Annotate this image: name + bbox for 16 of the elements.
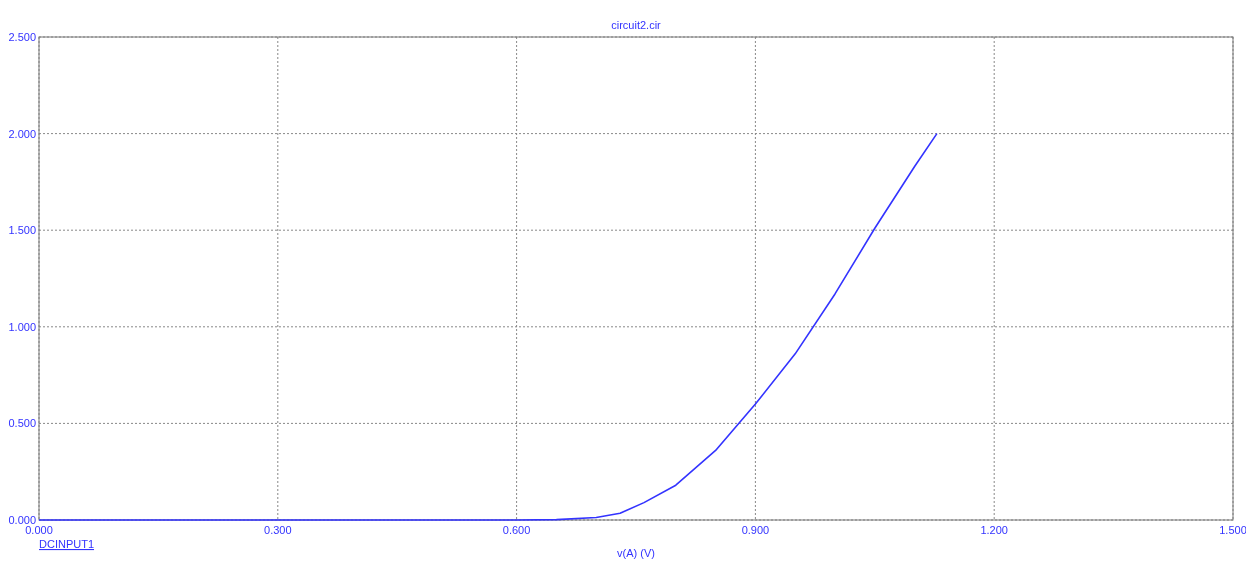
x-tick-label: 0.900 <box>741 524 770 536</box>
x-axis-title: v(A) (V) <box>617 547 655 559</box>
line-series <box>38 132 938 521</box>
y-tick-label: 0.500 <box>8 417 36 430</box>
x-tick-label: 1.200 <box>980 524 1008 536</box>
y-tick-label: 2.000 <box>8 127 36 140</box>
x-tick-label: 0.300 <box>264 524 292 536</box>
x-tick-label: 1.500 <box>1219 524 1246 536</box>
y-tick-label: 1.500 <box>8 224 36 237</box>
x-tick-label: 0.600 <box>502 524 531 536</box>
chart-title: circuit2.cir <box>611 19 662 31</box>
text: DCINPUT1 <box>39 538 95 550</box>
y-tick-label: 1.000 <box>8 320 36 333</box>
y-tick-label: 2.500 <box>8 31 36 43</box>
x-tick-label: 0.000 <box>25 524 53 536</box>
y-tick-label: 0.000 <box>8 514 36 526</box>
